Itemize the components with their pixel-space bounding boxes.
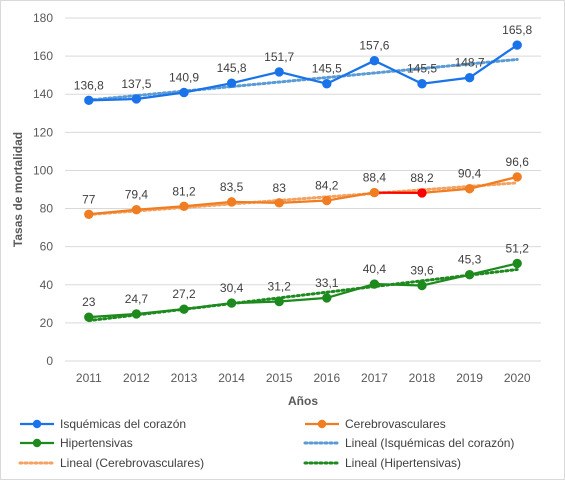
y-tick-label: 0 [46,354,53,368]
data-point [512,258,522,269]
data-label: 84,2 [315,179,339,193]
x-tick-label: 2019 [456,371,483,385]
data-point [369,279,380,289]
data-label: 81,2 [172,184,196,198]
data-label: 24,7 [125,292,149,306]
y-tick-label: 20 [40,316,54,330]
data-label: 23 [82,295,96,309]
data-label: 33,1 [315,276,339,290]
data-point [179,304,189,314]
data-label: 145,5 [312,62,342,76]
data-point [84,95,94,106]
legend-label: Lineal (Hipertensivas) [345,456,461,470]
series-line-1 [88,175,518,216]
data-label: 83,5 [220,180,244,194]
data-point [131,94,142,104]
data-label: 27,2 [172,287,196,301]
data-label: 88,4 [363,171,387,185]
y-axis-title: Tasas de mortalidad [11,132,25,247]
data-label: 77 [82,192,96,206]
data-label: 51,2 [506,241,530,255]
x-tick-label: 2013 [171,371,198,385]
data-point [84,312,94,322]
y-tick-label: 100 [33,163,53,177]
trendline-0 [87,57,519,102]
x-axis-title: Años [288,394,318,408]
data-point [274,198,284,208]
data-point [84,209,94,219]
data-point [226,298,237,308]
data-point [417,280,427,291]
data-point [322,195,332,206]
data-point [322,293,332,303]
data-label: 40,4 [363,262,387,276]
data-point [274,296,284,307]
data-point [226,197,237,207]
data-label: 157,6 [359,39,389,53]
data-label: 136,8 [74,78,104,92]
data-point [464,269,475,280]
data-label: 83 [273,181,287,195]
x-tick-label: 2012 [123,371,150,385]
legend-swatch-marker [32,419,42,429]
x-tick-label: 2016 [313,371,340,385]
legend-label: Lineal (Isquémicas del corazón) [345,436,514,450]
data-point [512,172,522,182]
data-point [179,201,189,211]
data-label: 145,5 [407,62,437,76]
data-point [274,67,284,77]
series-line-0 [88,44,518,102]
legend-label: Isquémicas del corazón [60,417,186,431]
legend-swatch-marker [32,438,42,448]
trendline-1 [87,181,519,216]
data-point [179,87,189,98]
data-label: 96,6 [506,155,530,169]
data-label: 88,2 [410,171,434,185]
data-point [131,309,142,319]
data-point [464,184,475,194]
data-label: 90,4 [458,167,482,181]
y-tick-label: 140 [33,87,53,101]
x-tick-label: 2014 [218,371,245,385]
y-tick-label: 60 [40,240,54,254]
x-tick-label: 2020 [504,371,531,385]
data-point [417,188,427,198]
data-point [369,55,380,66]
data-label: 148,7 [455,56,485,70]
data-label: 165,8 [502,23,532,37]
x-tick-label: 2018 [409,371,436,385]
data-point [131,204,142,215]
y-tick-label: 180 [33,11,53,25]
x-tick-label: 2011 [76,371,102,385]
legend-swatch-marker [317,419,327,429]
y-tick-label: 80 [40,202,54,216]
data-point [226,78,237,88]
data-label: 39,6 [410,264,434,278]
data-label: 137,5 [121,77,151,91]
data-point [369,187,380,198]
x-tick-label: 2015 [266,371,293,385]
y-tick-label: 160 [33,49,53,63]
data-point [464,72,475,83]
data-label: 79,4 [125,188,149,202]
data-label: 45,3 [458,253,482,267]
data-label: 30,4 [220,281,244,295]
legend-label: Lineal (Cerebrovasculares) [60,456,204,470]
data-label: 31,2 [268,280,292,294]
series-line-2 [88,262,518,319]
x-tick-label: 2017 [361,371,388,385]
data-point [417,79,427,89]
data-label: 151,7 [264,50,294,64]
y-tick-label: 120 [33,125,53,139]
legend-label: Hipertensivas [60,436,133,450]
legend-label: Cerebrovasculares [345,417,446,431]
data-label: 145,8 [217,61,247,75]
y-tick-label: 40 [40,278,54,292]
data-label: 140,9 [169,71,199,85]
data-point [322,79,332,89]
data-point [512,40,522,50]
